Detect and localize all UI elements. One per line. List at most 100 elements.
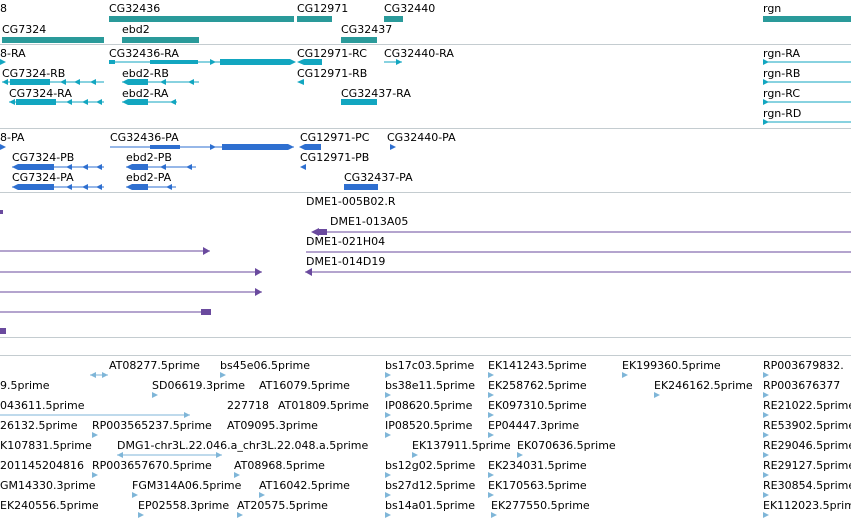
est-label[interactable]: 227718 <box>227 399 269 412</box>
clone-end[interactable] <box>0 210 3 214</box>
est-arrow[interactable] <box>132 492 138 498</box>
est-arrow[interactable] <box>92 432 98 438</box>
protein-arrow[interactable] <box>288 144 294 150</box>
est-arrow[interactable] <box>491 512 497 518</box>
est-arrow[interactable] <box>763 472 769 478</box>
transcript-label[interactable]: CG7324-RB <box>2 67 66 80</box>
est-arrow[interactable] <box>517 452 523 458</box>
est-arrow[interactable] <box>385 472 391 478</box>
protein-arrow[interactable] <box>126 184 132 190</box>
est-label[interactable]: RE21022.5prime <box>763 399 851 412</box>
est-label[interactable]: AT09095.3prime <box>227 419 318 432</box>
est-label[interactable]: RP003679832. <box>763 359 844 372</box>
clone-label[interactable]: DME1-013A05 <box>330 215 409 228</box>
est-label[interactable]: 201145204816 <box>0 459 84 472</box>
est-arrow[interactable] <box>385 512 391 518</box>
transcript-arrow[interactable] <box>96 99 102 105</box>
transcript-label[interactable]: CG12971-RC <box>297 47 367 60</box>
transcript-arrow[interactable] <box>210 59 216 65</box>
est-label[interactable]: AT16042.5prime <box>259 479 350 492</box>
gene-label[interactable]: ebd2 <box>122 23 150 36</box>
transcript-arrow[interactable] <box>396 59 402 65</box>
est-label[interactable]: EK137911.5prime <box>412 439 511 452</box>
transcript-label[interactable]: CG32440-RA <box>384 47 454 60</box>
protein-arrow[interactable] <box>12 184 18 190</box>
est-arrow[interactable] <box>385 392 391 398</box>
transcript-exon[interactable] <box>341 99 377 105</box>
clone-label[interactable]: DME1-014D19 <box>306 255 386 268</box>
protein-exon[interactable] <box>132 184 148 190</box>
transcript-exon[interactable] <box>304 59 322 65</box>
est-arrow[interactable] <box>385 412 391 418</box>
transcript-arrow[interactable] <box>170 99 176 105</box>
transcript-label[interactable]: ebd2-RA <box>122 87 169 100</box>
protein-label[interactable]: CG32440-PA <box>387 131 456 144</box>
est-label[interactable]: DMG1-chr3L.22.046.a_chr3L.22.048.a.5prim… <box>117 439 369 452</box>
gene-feature[interactable] <box>384 16 403 22</box>
est-arrow[interactable] <box>385 432 391 438</box>
est-label[interactable]: AT01809.5prime <box>278 399 369 412</box>
transcript-label[interactable]: CG32437-RA <box>341 87 411 100</box>
est-arrow[interactable] <box>763 512 769 518</box>
clone-end[interactable] <box>0 328 6 334</box>
transcript-label[interactable]: CG12971-RB <box>297 67 368 80</box>
protein-label[interactable]: 8-PA <box>0 131 25 144</box>
transcript-exon[interactable] <box>109 60 115 64</box>
gene-label[interactable]: 8 <box>0 2 7 15</box>
est-label[interactable]: bs14a01.5prime <box>385 499 475 512</box>
protein-arrow[interactable] <box>390 144 396 150</box>
est-arrow[interactable] <box>763 372 769 378</box>
est-label[interactable]: bs27d12.5prime <box>385 479 476 492</box>
est-label[interactable]: AT08277.5prime <box>109 359 200 372</box>
est-arrow[interactable] <box>412 452 418 458</box>
transcript-arrow[interactable] <box>66 99 72 105</box>
protein-label[interactable]: CG12971-PC <box>300 131 370 144</box>
est-arrow[interactable] <box>763 392 769 398</box>
est-label[interactable]: AT16079.5prime <box>259 379 350 392</box>
est-label[interactable]: EK246162.5prime <box>654 379 753 392</box>
est-label[interactable]: bs45e06.5prime <box>220 359 311 372</box>
est-arrow[interactable] <box>763 452 769 458</box>
transcript-arrow[interactable] <box>2 79 8 85</box>
est-arrow[interactable] <box>138 512 144 518</box>
est-label[interactable]: bs38e11.5prime <box>385 379 476 392</box>
est-label[interactable]: SD06619.3prime <box>152 379 245 392</box>
est-label[interactable]: FGM314A06.5prime <box>132 479 242 492</box>
transcript-arrow[interactable] <box>60 79 66 85</box>
transcript-label[interactable]: rgn-RA <box>763 47 800 60</box>
transcript-arrow[interactable] <box>82 99 88 105</box>
transcript-arrow[interactable] <box>297 79 304 85</box>
est-arrow[interactable] <box>488 412 494 418</box>
protein-label[interactable]: CG32436-PA <box>110 131 179 144</box>
gene-feature[interactable] <box>297 16 332 22</box>
est-label[interactable]: EK240556.5prime <box>0 499 99 512</box>
protein-arrow[interactable] <box>0 144 6 150</box>
transcript-arrow[interactable] <box>188 79 194 85</box>
est-arrow[interactable] <box>622 372 628 378</box>
est-label[interactable]: AT08968.5prime <box>234 459 325 472</box>
est-label[interactable]: RE29046.5prime <box>763 439 851 452</box>
est-arrow[interactable] <box>488 492 494 498</box>
est-arrow[interactable] <box>488 372 494 378</box>
est-label[interactable]: RE30854.5prime <box>763 479 851 492</box>
protein-arrow[interactable] <box>210 144 216 150</box>
protein-exon[interactable] <box>305 144 321 150</box>
protein-arrow[interactable] <box>82 164 88 170</box>
est-label[interactable]: EK258762.5prime <box>488 379 587 392</box>
transcript-label[interactable]: CG32436-RA <box>109 47 179 60</box>
est-arrow[interactable] <box>763 492 769 498</box>
transcript-arrow[interactable] <box>763 119 769 125</box>
transcript-arrow[interactable] <box>290 59 296 65</box>
est-label[interactable]: EP02558.3prime <box>138 499 230 512</box>
gene-feature[interactable] <box>122 37 199 43</box>
transcript-arrow[interactable] <box>763 59 769 65</box>
transcript-arrow[interactable] <box>763 99 769 105</box>
est-arrow[interactable] <box>259 492 265 498</box>
est-label[interactable]: 26132.5prime <box>0 419 78 432</box>
transcript-arrow[interactable] <box>9 99 15 105</box>
est-label[interactable]: GM14330.3prime <box>0 479 96 492</box>
protein-arrow[interactable] <box>66 184 72 190</box>
gene-label[interactable]: CG7324 <box>2 23 47 36</box>
est-label[interactable]: EK199360.5prime <box>622 359 721 372</box>
protein-exon[interactable] <box>150 145 180 149</box>
